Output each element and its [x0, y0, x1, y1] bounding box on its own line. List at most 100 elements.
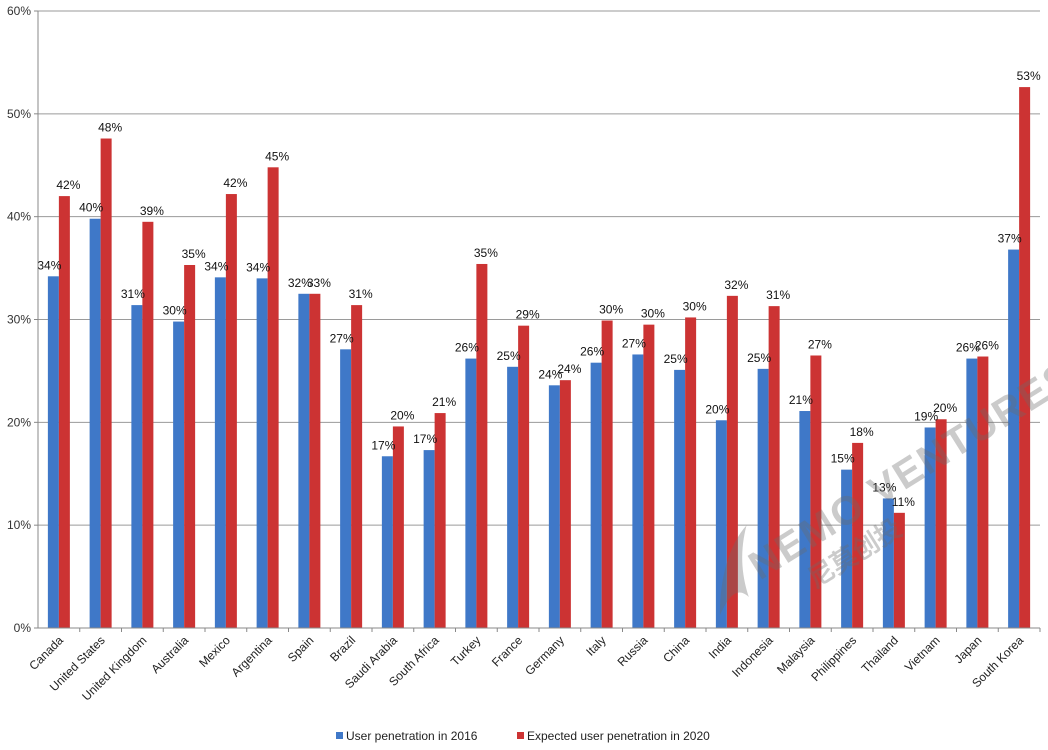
bar-2020 — [726, 295, 738, 628]
data-label-2016: 34% — [37, 258, 61, 272]
bar-2016 — [799, 411, 811, 628]
bar-2020 — [518, 325, 530, 628]
bar-2016 — [256, 278, 268, 628]
bar-2020 — [58, 196, 70, 628]
data-label-2016: 37% — [998, 232, 1022, 246]
bar-2020 — [434, 413, 446, 628]
category-label: India — [706, 633, 735, 662]
data-label-2020: 39% — [140, 204, 164, 218]
bar-2016 — [966, 358, 978, 628]
bar-2020 — [351, 305, 363, 628]
bar-2020 — [643, 324, 655, 628]
y-tick-label: 10% — [7, 518, 31, 532]
category-label: Thailand — [859, 633, 901, 675]
data-label-2016: 20% — [705, 402, 729, 416]
data-label-2016: 26% — [580, 345, 604, 359]
bar-2020 — [893, 512, 905, 628]
bar-2020 — [768, 306, 780, 628]
category-label: Germany — [522, 633, 567, 678]
data-label-2020: 31% — [766, 288, 790, 302]
bar-2016 — [1008, 249, 1020, 628]
data-label-2020: 29% — [516, 308, 540, 322]
bar-2020 — [184, 264, 196, 628]
data-label-2016: 31% — [121, 287, 145, 301]
data-label-2016: 30% — [163, 304, 187, 318]
bar-2016 — [340, 349, 352, 628]
data-label-2016: 40% — [79, 201, 103, 215]
bar-2020 — [977, 356, 989, 628]
data-label-2020: 30% — [599, 303, 623, 317]
category-label: Turkey — [448, 633, 484, 669]
data-label-2016: 24% — [538, 367, 562, 381]
bar-2016 — [131, 305, 143, 628]
data-label-2016: 21% — [789, 393, 813, 407]
data-label-2020: 45% — [265, 149, 289, 163]
bar-2016 — [507, 366, 519, 628]
data-label-2020: 35% — [474, 246, 498, 260]
axes: 0% 10% 20% 30% 40% 50% 60% — [7, 4, 1041, 635]
data-label-2020: 20% — [933, 401, 957, 415]
bar-2016 — [632, 354, 644, 628]
bar-2016 — [590, 362, 602, 628]
category-label: Argentina — [229, 633, 275, 679]
data-label-2016: 27% — [622, 336, 646, 350]
category-label: Italy — [583, 633, 608, 658]
data-label-2020: 31% — [349, 287, 373, 301]
y-tick-label: 20% — [7, 415, 31, 429]
data-label-2020: 35% — [182, 247, 206, 261]
bar-2016 — [89, 218, 101, 628]
category-label: Australia — [148, 633, 191, 676]
data-label-2020: 30% — [641, 307, 665, 321]
bar-2020 — [685, 317, 697, 628]
data-label-2020: 26% — [975, 339, 999, 353]
data-label-2020: 53% — [1017, 69, 1041, 83]
bar-2020 — [142, 221, 154, 628]
bar-2016 — [47, 276, 59, 628]
bar-2016 — [465, 358, 477, 628]
data-label-2016: 17% — [413, 432, 437, 446]
category-label: Russia — [615, 633, 651, 669]
data-label-2016: 27% — [330, 331, 354, 345]
data-label-2020: 18% — [850, 425, 874, 439]
data-labels: 34%42%40%48%31%39%30%35%34%42%34%45%32%3… — [37, 69, 1041, 509]
bar-2016 — [674, 369, 686, 628]
data-label-2016: 34% — [246, 260, 270, 274]
data-label-2020: 32% — [724, 278, 748, 292]
bar-2020 — [476, 263, 488, 628]
data-label-2020: 30% — [683, 299, 707, 313]
data-label-2020: 42% — [56, 178, 80, 192]
data-label-2016: 34% — [204, 259, 228, 273]
bar-2016 — [715, 420, 727, 628]
data-label-2020: 27% — [808, 337, 832, 351]
category-label: Vietnam — [902, 633, 943, 674]
bar-2016 — [173, 321, 185, 628]
y-tick-label: 40% — [7, 210, 31, 224]
data-label-2020: 48% — [98, 121, 122, 135]
bar-2016 — [924, 427, 936, 628]
bar-2016 — [548, 385, 560, 628]
category-label: Japan — [951, 633, 984, 666]
bar-2020 — [810, 355, 822, 628]
category-label: China — [660, 633, 692, 665]
y-tick-label: 30% — [7, 313, 31, 327]
bar-2020 — [1019, 87, 1031, 628]
data-label-2020: 21% — [432, 395, 456, 409]
bar-2016 — [381, 456, 393, 628]
data-label-2020: 20% — [390, 408, 414, 422]
category-label: Brazil — [327, 633, 358, 664]
bar-2020 — [100, 138, 112, 628]
data-label-2016: 19% — [914, 409, 938, 423]
bar-2016 — [841, 469, 853, 628]
category-label: Mexico — [196, 633, 233, 670]
data-label-2020: 42% — [223, 176, 247, 190]
data-label-2016: 32% — [288, 276, 312, 290]
data-label-2016: 15% — [831, 452, 855, 466]
bar-2020 — [392, 426, 404, 628]
watermark: NEMO VENTURES 尼莫创投 — [719, 352, 1048, 615]
bar-series — [47, 87, 1031, 628]
data-label-2016: 13% — [872, 480, 896, 494]
data-label-2020: 11% — [892, 495, 915, 509]
bar-2020 — [852, 442, 864, 628]
bar-2020 — [601, 320, 613, 628]
gridlines — [38, 10, 1040, 526]
